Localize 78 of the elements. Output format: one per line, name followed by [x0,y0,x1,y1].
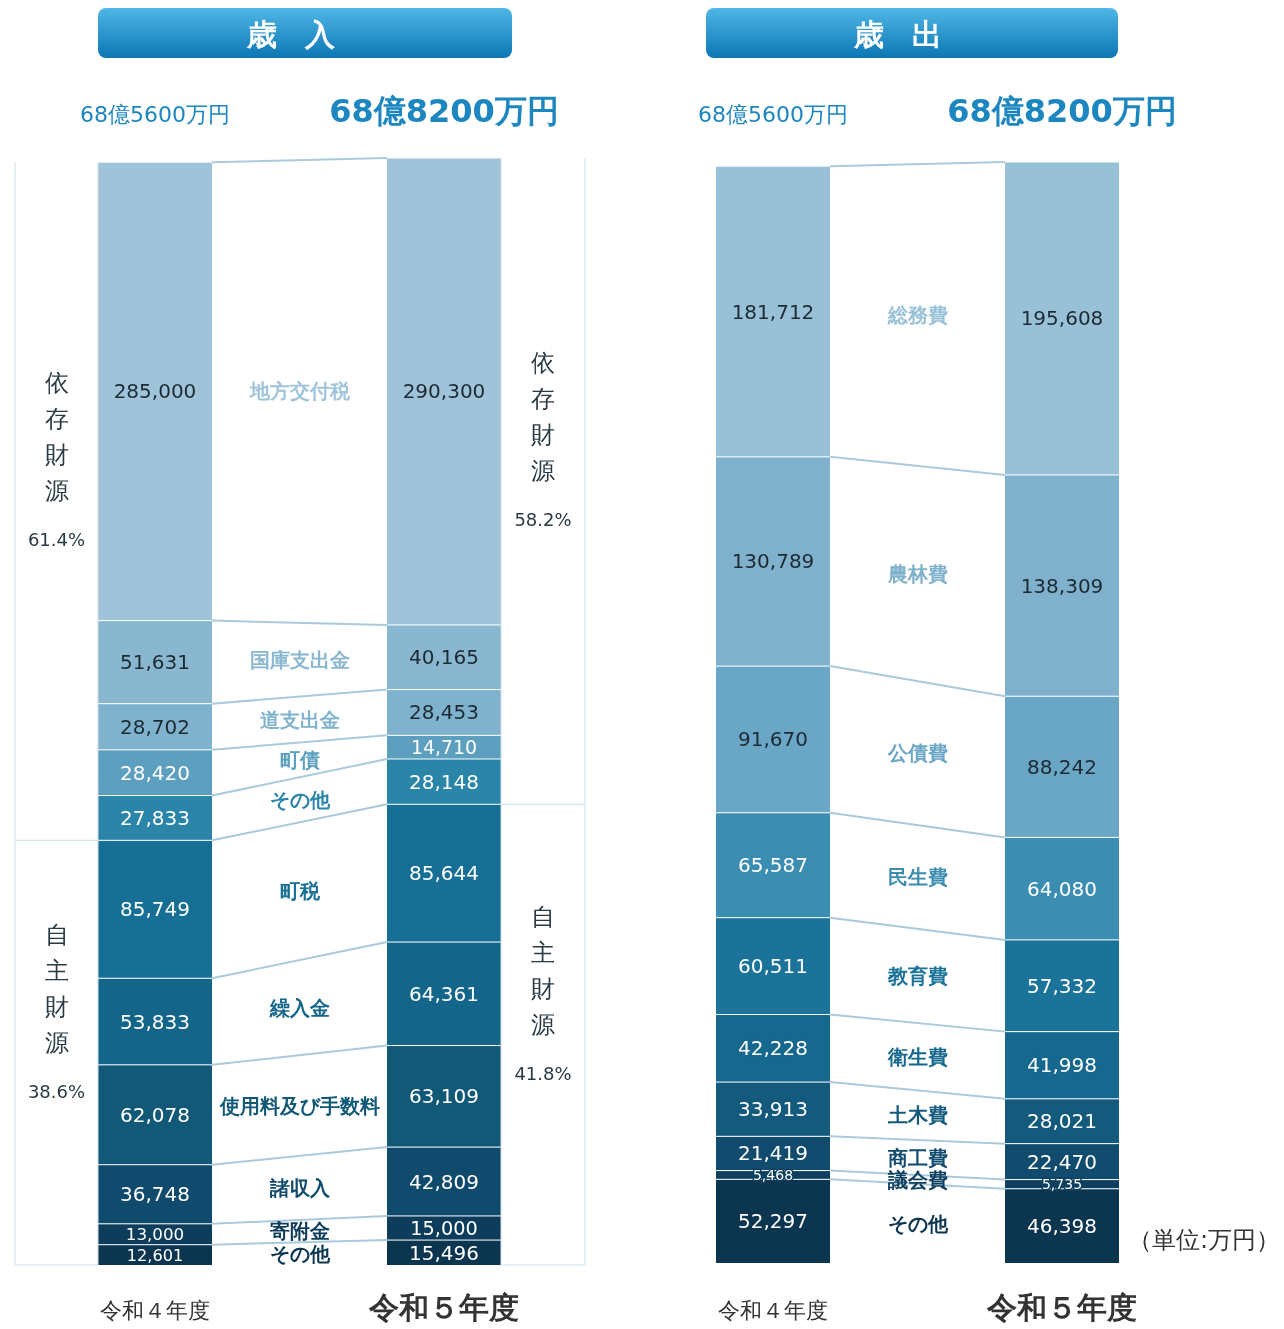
data-label: 36,748 [120,1182,190,1207]
data-label: 138,309 [1020,573,1104,598]
data-label: 60,511 [738,954,808,979]
data-label: 28,420 [120,760,190,785]
data-label: 65,587 [738,853,808,878]
text: 道支出金 [259,707,340,732]
data-label: 42,809 [409,1169,479,1194]
chart-title: 歳入 [246,17,363,52]
text: 町税 [279,879,321,904]
data-label: 14,710 [410,735,478,758]
data-label: 28,148 [409,769,479,794]
text: その他 [269,787,331,812]
text: 教育費 [886,963,948,988]
series-label: 国庫支出金 [249,647,350,672]
x-tick-label: 令和４年度 [718,1298,828,1323]
data-label: 12,601 [126,1245,184,1265]
text: 民生費 [887,864,948,889]
data-label: 51,631 [120,650,190,675]
text: その他 [269,1241,331,1266]
annotation: 依存財源 [44,369,69,506]
text: 土木費 [886,1103,948,1128]
data-label: 15,000 [410,1216,478,1240]
data-label: 28,702 [120,714,190,739]
data-label: 46,398 [1027,1213,1097,1238]
text: 公債費 [886,741,948,766]
data-label: 64,080 [1027,876,1097,901]
total-label: 68億5600万円 [80,102,230,127]
data-label: 28,021 [1027,1109,1097,1134]
data-label: 53,833 [120,1009,190,1034]
data-label: 285,000 [113,379,197,404]
data-label: 181,712 [731,299,815,324]
data-label: 62,078 [120,1102,190,1127]
data-label: 40,165 [409,645,479,670]
data-label: 52,297 [738,1209,808,1234]
data-label: 5,735 [1041,1176,1083,1193]
data-label: 88,242 [1027,754,1097,779]
text: 衛生費 [886,1044,948,1069]
total-label: 68億5600万円 [698,102,848,127]
data-label: 57,332 [1027,973,1097,998]
data-label: 41,998 [1027,1053,1097,1078]
text: 商工費 [886,1145,948,1170]
text: 農林費 [886,561,948,586]
x-tick-label: 令和５年度 [368,1290,519,1325]
x-tick-label: 令和４年度 [100,1298,210,1323]
annotation: 58.2% [514,509,572,531]
data-label: 5,468 [752,1166,794,1183]
data-label: 22,470 [1027,1149,1097,1174]
total-label: 68億8200万円 [947,92,1177,130]
text: 議会費 [886,1167,948,1192]
text: その他 [887,1211,949,1236]
data-label: 33,913 [738,1097,808,1122]
total-label: 68億8200万円 [329,92,559,130]
series-label: 使用料及び手数料 [218,1093,380,1118]
annotation: 61.4% [27,529,86,551]
data-label: 15,496 [409,1240,479,1265]
data-label: 42,228 [738,1036,808,1061]
data-label: 21,419 [738,1141,808,1166]
data-label: 290,300 [402,379,486,404]
data-label: 27,833 [120,805,190,830]
text: 諸収入 [268,1175,331,1200]
data-label: 130,789 [731,549,815,574]
text: 町債 [279,747,320,772]
data-label: 64,361 [409,981,479,1006]
annotation: 依存財源 [531,349,555,486]
data-label: 91,670 [738,727,808,752]
annotation: （単位:万円） [1127,1226,1280,1254]
text: 繰入金 [268,995,330,1020]
text: 寄附金 [269,1219,330,1244]
data-label: 85,644 [409,861,479,886]
chart-title: 歳出 [853,17,970,52]
data-label: 85,749 [120,897,190,922]
x-tick-label: 令和５年度 [986,1290,1137,1325]
data-label: 28,453 [409,700,479,725]
data-label: 13,000 [125,1224,185,1245]
data-label: 195,608 [1020,306,1104,331]
data-label: 63,109 [409,1084,479,1109]
series-label: 地方交付税 [248,379,351,404]
text: 総務費 [886,302,948,327]
